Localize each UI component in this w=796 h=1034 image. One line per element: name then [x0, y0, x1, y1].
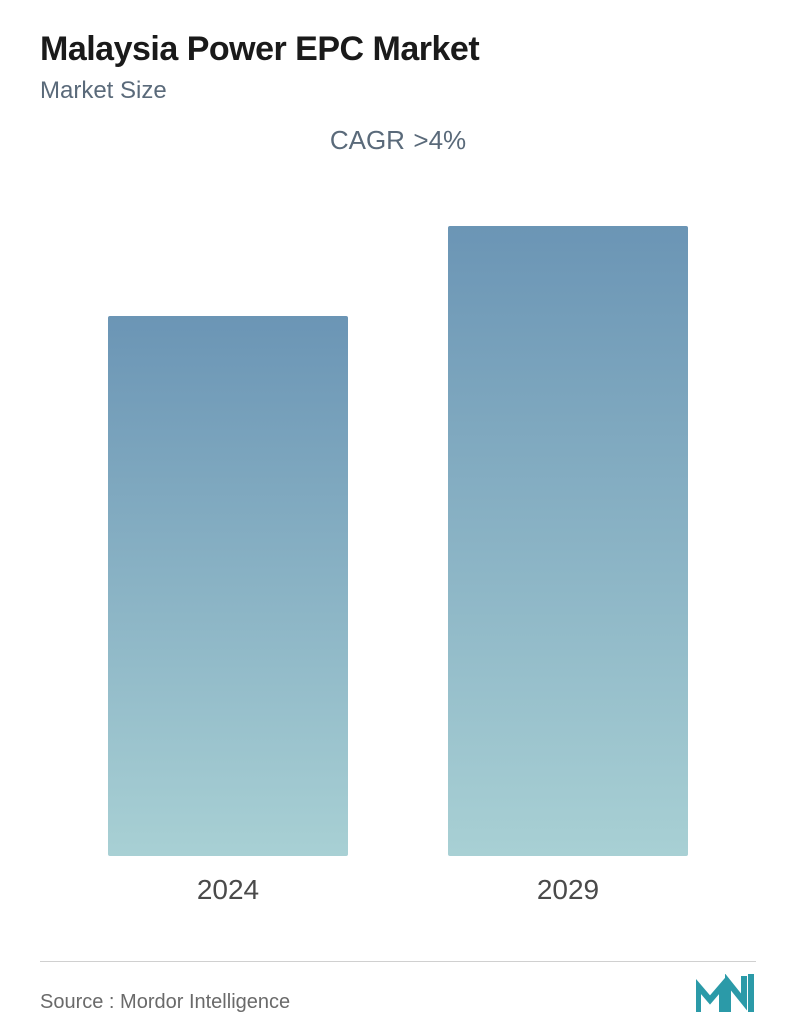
- chart-subtitle: Market Size: [40, 77, 756, 105]
- cagr-value: >4%: [413, 125, 466, 155]
- chart-area: 2024 2029: [40, 206, 756, 906]
- bar-group-1: 2029: [448, 226, 688, 906]
- source-text: Source : Mordor Intelligence: [40, 991, 290, 1014]
- cagr-label: CAGR: [330, 125, 405, 155]
- chart-title: Malaysia Power EPC Market: [40, 30, 756, 69]
- cagr-container: CAGR >4%: [40, 125, 756, 156]
- bar-2024: [108, 316, 348, 856]
- brand-logo: [696, 974, 756, 1014]
- bar-label-2024: 2024: [197, 874, 259, 906]
- bar-group-0: 2024: [108, 316, 348, 906]
- footer: Source : Mordor Intelligence: [40, 961, 756, 1014]
- mordor-logo-icon: [696, 974, 756, 1014]
- bar-label-2029: 2029: [537, 874, 599, 906]
- bar-2029: [448, 226, 688, 856]
